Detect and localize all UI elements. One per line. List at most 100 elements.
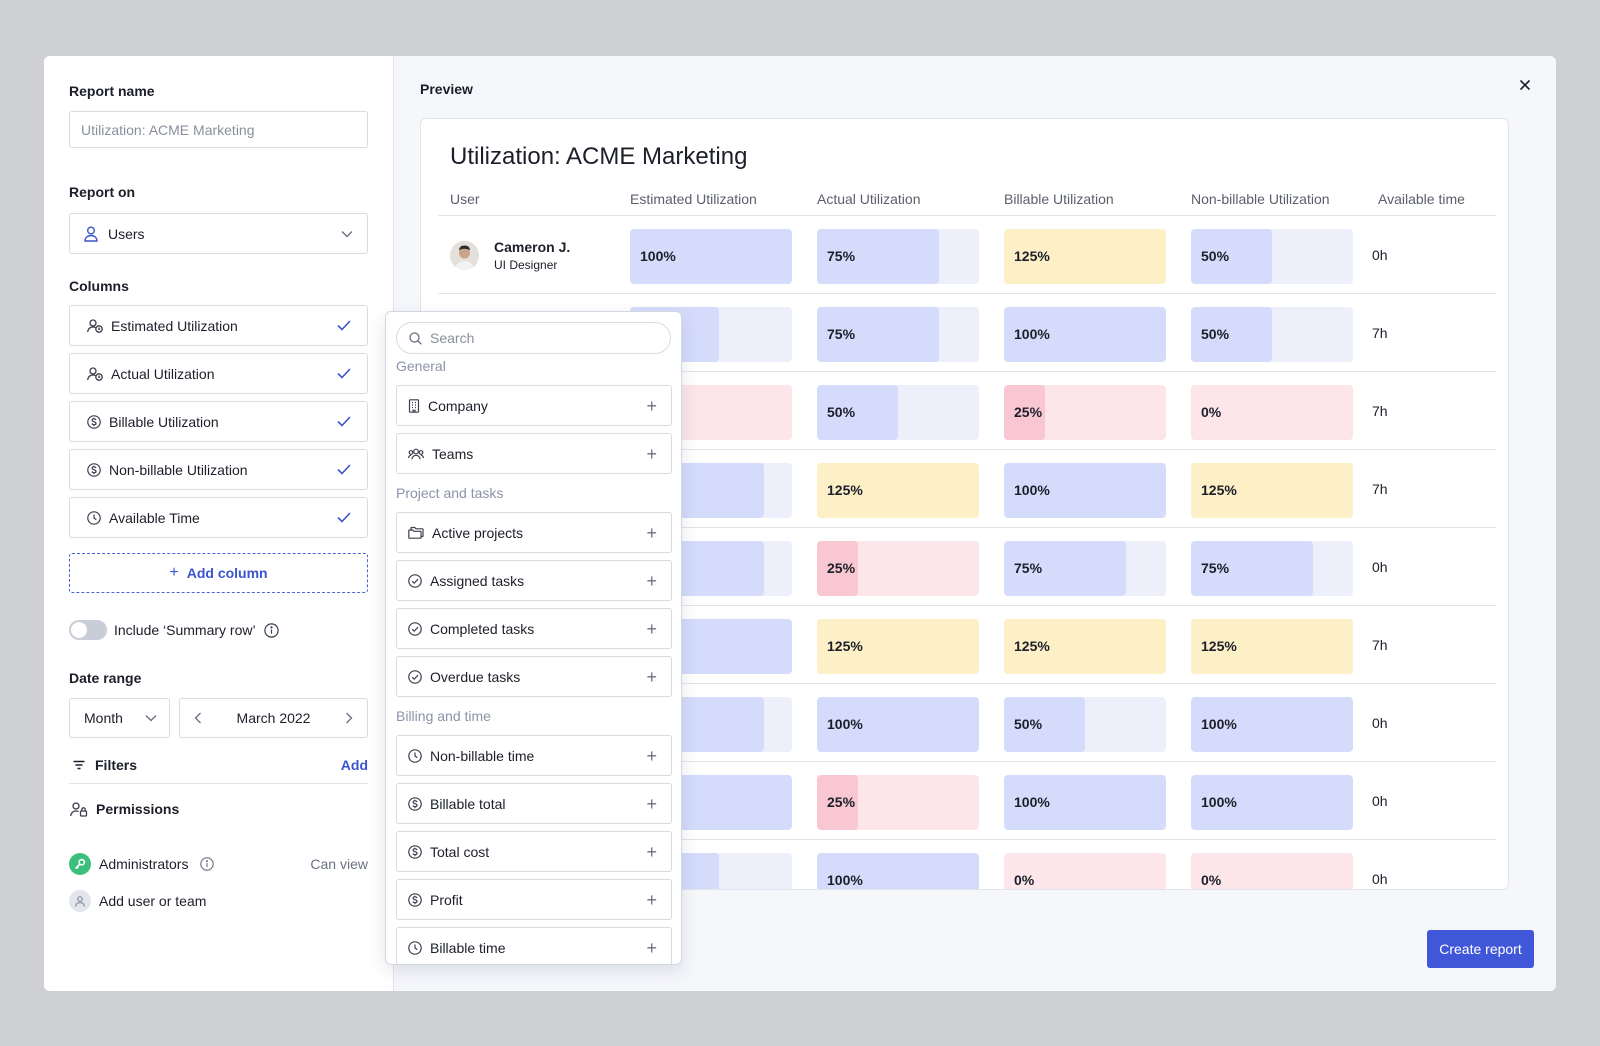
- option-non-billable-time[interactable]: Non-billable time +: [396, 735, 672, 776]
- permissions-header: Permissions: [70, 801, 179, 817]
- filters-row: Filters Add: [69, 746, 368, 784]
- plus-icon: +: [646, 522, 657, 543]
- info-icon[interactable]: [263, 622, 279, 638]
- permissions-label: Permissions: [96, 801, 180, 817]
- option-billable-total[interactable]: Billable total +: [396, 783, 672, 824]
- close-icon[interactable]: [1516, 76, 1534, 94]
- clock-icon: [87, 510, 101, 525]
- group-label-project-and-tasks: Project and tasks: [396, 485, 504, 501]
- bar-fill: [817, 229, 939, 284]
- search-input[interactable]: [430, 330, 650, 346]
- option-active-projects[interactable]: Active projects +: [396, 512, 672, 553]
- dollar-icon: [87, 414, 101, 429]
- bar-fill: [1191, 697, 1353, 752]
- available-time-value: 7h: [1372, 637, 1388, 653]
- option-company[interactable]: Company +: [396, 385, 672, 426]
- bar-fill: [1004, 775, 1166, 830]
- permission-role-select[interactable]: Can view: [310, 856, 368, 872]
- report-on-label: Report on: [69, 184, 136, 200]
- bar-fill: [817, 541, 858, 596]
- nonbill-utilization-bar: 0%: [1191, 853, 1353, 889]
- user-role: UI Designer: [494, 257, 558, 272]
- column-item-available-time[interactable]: Available Time: [69, 497, 368, 538]
- column-label: Estimated Utilization: [111, 317, 238, 334]
- option-total-cost[interactable]: Total cost +: [396, 831, 672, 872]
- bar-value: 125%: [1014, 638, 1050, 654]
- column-header-user: User: [450, 191, 480, 207]
- available-time-value: 0h: [1372, 715, 1388, 731]
- column-item-actual-utilization[interactable]: Actual Utilization: [69, 353, 368, 394]
- column-item-non-billable-utilization[interactable]: Non-billable Utilization: [69, 449, 368, 490]
- filters-label: Filters: [95, 756, 138, 773]
- available-time-value: 0h: [1372, 793, 1388, 809]
- option-billable-time[interactable]: Billable time +: [396, 927, 672, 964]
- available-time-value: 0h: [1372, 559, 1388, 575]
- column-item-estimated-utilization[interactable]: Estimated Utilization: [69, 305, 368, 346]
- bar-fill: [630, 229, 792, 284]
- option-label: Billable time: [430, 939, 506, 956]
- summary-row-label: Include ‘Summary row’: [114, 622, 256, 638]
- report-settings-panel: Report name Report on Users Columns Esti…: [44, 56, 394, 991]
- available-time-value: 7h: [1372, 325, 1388, 341]
- columns-label: Columns: [69, 278, 129, 294]
- option-label: Total cost: [430, 843, 490, 860]
- available-time-value: 7h: [1372, 403, 1388, 419]
- plus-icon: +: [646, 395, 657, 416]
- bar-value: 25%: [827, 794, 856, 810]
- act-utilization-bar: 25%: [817, 775, 979, 830]
- info-icon[interactable]: [200, 857, 215, 871]
- column-search: [396, 322, 671, 354]
- add-user-or-team-row[interactable]: Add user or team: [69, 890, 368, 912]
- date-range-label: Date range: [69, 670, 142, 686]
- bill-utilization-bar: 25%: [1004, 385, 1166, 440]
- bar-value: 75%: [827, 326, 856, 342]
- act-utilization-bar: 50%: [817, 385, 979, 440]
- option-assigned-tasks[interactable]: Assigned tasks +: [396, 560, 672, 601]
- option-profit[interactable]: Profit +: [396, 879, 672, 920]
- summary-row-toggle[interactable]: [69, 620, 107, 640]
- option-teams[interactable]: Teams +: [396, 433, 672, 474]
- report-name-label: Report name: [69, 83, 155, 99]
- bar-value: 100%: [1201, 794, 1237, 810]
- bill-utilization-bar: 100%: [1004, 463, 1166, 518]
- plus-icon: +: [646, 443, 657, 464]
- bar-fill: [1004, 697, 1085, 752]
- bar-value: 0%: [1201, 872, 1222, 888]
- column-item-billable-utilization[interactable]: Billable Utilization: [69, 401, 368, 442]
- add-filter-link[interactable]: Add: [340, 756, 368, 773]
- act-utilization-bar: 125%: [817, 463, 979, 518]
- option-label: Completed tasks: [430, 620, 535, 637]
- period-select[interactable]: Month: [69, 698, 170, 738]
- option-label: Assigned tasks: [430, 572, 525, 589]
- option-completed-tasks[interactable]: Completed tasks +: [396, 608, 672, 649]
- report-name-input[interactable]: [69, 111, 368, 148]
- bar-fill: [1004, 229, 1166, 284]
- add-column-label: Add column: [186, 565, 268, 581]
- bar-value: 75%: [1201, 560, 1230, 576]
- bar-fill: [1191, 229, 1272, 284]
- chevron-left-icon[interactable]: [190, 712, 206, 724]
- building-icon: [408, 398, 420, 413]
- nonbill-utilization-bar: 50%: [1191, 229, 1353, 284]
- nonbill-utilization-bar: 125%: [1191, 619, 1353, 674]
- bar-fill: [1004, 619, 1166, 674]
- bar-fill: [817, 853, 979, 889]
- bar-value: 50%: [1014, 716, 1043, 732]
- add-column-button[interactable]: + Add column: [69, 553, 368, 593]
- check-icon: [337, 368, 351, 379]
- preview-title: Preview: [420, 81, 473, 97]
- bar-fill: [817, 463, 979, 518]
- user-name: Cameron J.: [494, 238, 571, 255]
- bar-value: 100%: [1014, 794, 1050, 810]
- option-label: Company: [428, 397, 488, 414]
- bar-fill: [817, 385, 898, 440]
- clock-icon: [408, 748, 422, 763]
- report-on-select[interactable]: Users: [69, 213, 368, 254]
- create-report-button[interactable]: Create report: [1427, 930, 1534, 968]
- chevron-right-icon[interactable]: [341, 712, 357, 724]
- bar-value: 100%: [1014, 326, 1050, 342]
- chevron-down-icon: [341, 230, 353, 238]
- option-label: Billable total: [430, 795, 506, 812]
- option-overdue-tasks[interactable]: Overdue tasks +: [396, 656, 672, 697]
- act-utilization-bar: 100%: [817, 697, 979, 752]
